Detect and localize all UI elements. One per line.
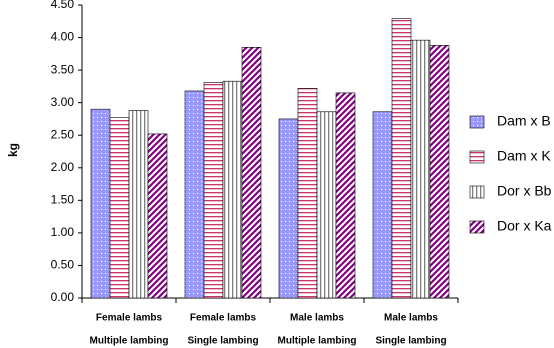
y-tick-label: 4.00 [51,30,75,44]
y-tick-label: 3.50 [51,62,75,76]
y-tick-label: 2.50 [51,127,75,141]
legend-swatch [469,220,485,234]
bar [109,117,130,299]
bar [90,108,111,299]
x-tick-label: Multiple lambing [278,336,357,347]
y-axis-label: kg [6,143,20,157]
bar [147,133,168,299]
bar [184,90,205,299]
legend-label: Dor x Ka [497,218,552,234]
bar [429,45,450,299]
bar [372,111,393,299]
legend-label: Dam x B [497,113,551,129]
bar [241,47,262,299]
x-tick-label: Multiple lambing [90,336,169,347]
x-tick-label: Single lambing [187,336,258,347]
x-tick-label: Male lambs [384,313,438,324]
bar [316,111,337,299]
x-tick-label: Female lambs [96,313,163,324]
y-tick-label: 1.00 [51,225,75,239]
bar [297,88,318,299]
y-tick-label: 1.50 [51,193,75,207]
y-tick-label: 2.00 [51,160,75,174]
bar [203,82,224,299]
legend-swatch [469,115,485,129]
x-tick-label: Male lambs [290,313,344,324]
bar [128,110,149,299]
y-tick-label: 0.50 [51,258,75,272]
x-tick-label: Female lambs [190,313,257,324]
bar [222,80,243,299]
bar [335,92,356,299]
legend-swatch [469,185,485,199]
bar [278,118,299,299]
y-tick-label: 4.50 [51,0,75,11]
legend-label: Dor x Bb [497,183,552,199]
legend-swatch [469,150,485,164]
x-tick-label: Single lambing [375,336,446,347]
legend-label: Dam x K [497,148,551,164]
bar [410,39,431,299]
y-tick-label: 0.00 [51,290,75,304]
bar [391,18,412,299]
y-tick-label: 3.00 [51,95,75,109]
